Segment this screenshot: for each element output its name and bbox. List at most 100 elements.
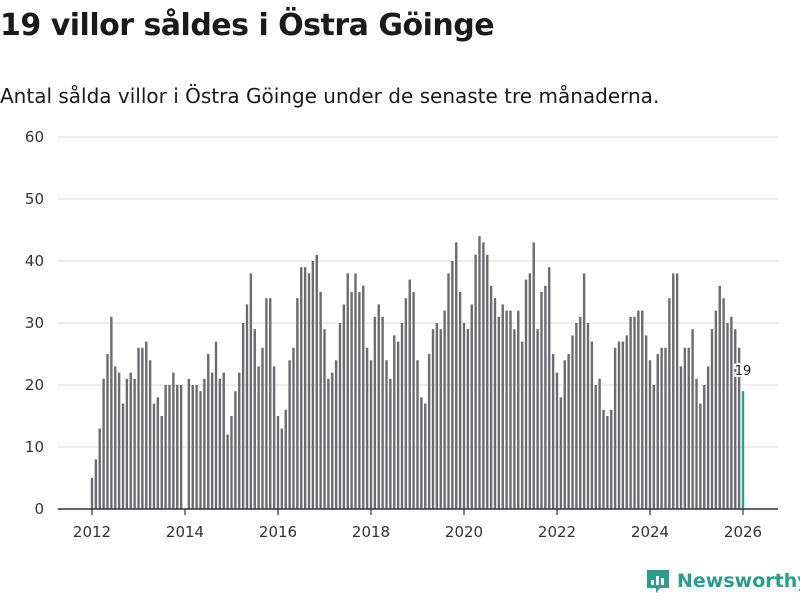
bar bbox=[238, 372, 241, 509]
bar bbox=[675, 273, 679, 509]
bar bbox=[520, 341, 524, 509]
y-tick-label: 50 bbox=[25, 190, 44, 208]
bar-chart: 0 10 20 30 40 50 60 19 2012 2014 2016 2018 2020 2022 2… bbox=[25, 128, 778, 541]
bar bbox=[540, 292, 543, 509]
bar bbox=[455, 242, 458, 509]
bar bbox=[509, 310, 512, 509]
bar bbox=[210, 372, 214, 509]
bar bbox=[338, 323, 342, 509]
newsworthy-logo: Newsworthy bbox=[645, 568, 800, 594]
bar bbox=[400, 323, 404, 509]
bar bbox=[497, 316, 501, 509]
bar bbox=[610, 409, 613, 509]
bar bbox=[431, 329, 435, 509]
bar bbox=[536, 329, 539, 509]
bar bbox=[629, 316, 632, 509]
bar bbox=[156, 397, 160, 509]
bar bbox=[416, 360, 419, 509]
x-tick-label: 2026 bbox=[724, 523, 762, 541]
bar bbox=[598, 378, 601, 509]
bar bbox=[257, 366, 260, 509]
bar bbox=[362, 285, 365, 509]
bar bbox=[517, 310, 520, 509]
bar bbox=[377, 304, 380, 509]
bar bbox=[594, 385, 597, 509]
bar bbox=[133, 378, 136, 509]
bar bbox=[207, 354, 210, 509]
bar bbox=[644, 335, 648, 509]
latest-value-label: 19 bbox=[735, 364, 752, 379]
bar bbox=[486, 254, 489, 509]
bar bbox=[241, 323, 245, 509]
bar bbox=[265, 298, 268, 509]
bar bbox=[412, 292, 415, 509]
x-tick-label: 2022 bbox=[538, 523, 576, 541]
x-tick-label: 2016 bbox=[259, 523, 297, 541]
bar bbox=[555, 372, 559, 509]
bar bbox=[222, 372, 225, 509]
bar bbox=[187, 378, 191, 509]
bar bbox=[548, 267, 551, 509]
bar bbox=[172, 372, 175, 509]
bar bbox=[148, 360, 152, 509]
bar bbox=[152, 403, 156, 509]
bar bbox=[427, 354, 431, 509]
bar bbox=[579, 316, 582, 509]
bar bbox=[602, 409, 605, 509]
bar bbox=[195, 385, 198, 509]
bar bbox=[331, 372, 334, 509]
bar bbox=[369, 360, 373, 509]
bar bbox=[613, 347, 617, 509]
bar bbox=[722, 298, 725, 509]
bar bbox=[482, 242, 485, 509]
bar bbox=[315, 254, 318, 509]
newsworthy-icon bbox=[647, 570, 669, 593]
bar bbox=[714, 310, 718, 509]
bar bbox=[114, 366, 117, 509]
bar bbox=[179, 385, 183, 509]
bar bbox=[117, 372, 121, 509]
bar bbox=[98, 428, 101, 509]
bar bbox=[300, 267, 303, 509]
bar bbox=[226, 434, 229, 509]
bar bbox=[253, 329, 256, 509]
bar bbox=[269, 298, 272, 509]
bar bbox=[648, 360, 652, 509]
bar bbox=[737, 347, 741, 509]
bar bbox=[501, 304, 504, 509]
bar bbox=[582, 273, 586, 509]
bar bbox=[276, 416, 280, 509]
bar bbox=[586, 323, 590, 509]
bar bbox=[652, 385, 656, 509]
bar bbox=[699, 403, 702, 509]
bar bbox=[393, 335, 396, 509]
bar bbox=[691, 329, 694, 509]
bar bbox=[272, 366, 276, 509]
bar bbox=[559, 397, 563, 509]
bar bbox=[90, 478, 94, 509]
bar bbox=[234, 391, 237, 509]
bar bbox=[706, 366, 710, 509]
bar bbox=[621, 341, 625, 509]
bar bbox=[288, 360, 291, 509]
bar bbox=[358, 292, 361, 509]
bar bbox=[292, 347, 295, 509]
bar bbox=[679, 366, 683, 509]
bar bbox=[141, 347, 144, 509]
bar bbox=[443, 310, 446, 509]
bar bbox=[451, 261, 454, 509]
bar bbox=[470, 304, 473, 509]
bar bbox=[726, 323, 729, 509]
bar bbox=[311, 261, 315, 509]
bar bbox=[230, 416, 233, 509]
bar bbox=[334, 360, 338, 509]
bar bbox=[633, 316, 636, 509]
bar bbox=[176, 385, 179, 509]
bar bbox=[191, 385, 194, 509]
bar bbox=[145, 341, 148, 509]
bar bbox=[404, 298, 408, 509]
x-tick-label: 2018 bbox=[352, 523, 390, 541]
chart-title: 19 villor såldes i Östra Göinge bbox=[0, 8, 495, 43]
bar bbox=[528, 273, 532, 509]
bar bbox=[703, 385, 706, 509]
